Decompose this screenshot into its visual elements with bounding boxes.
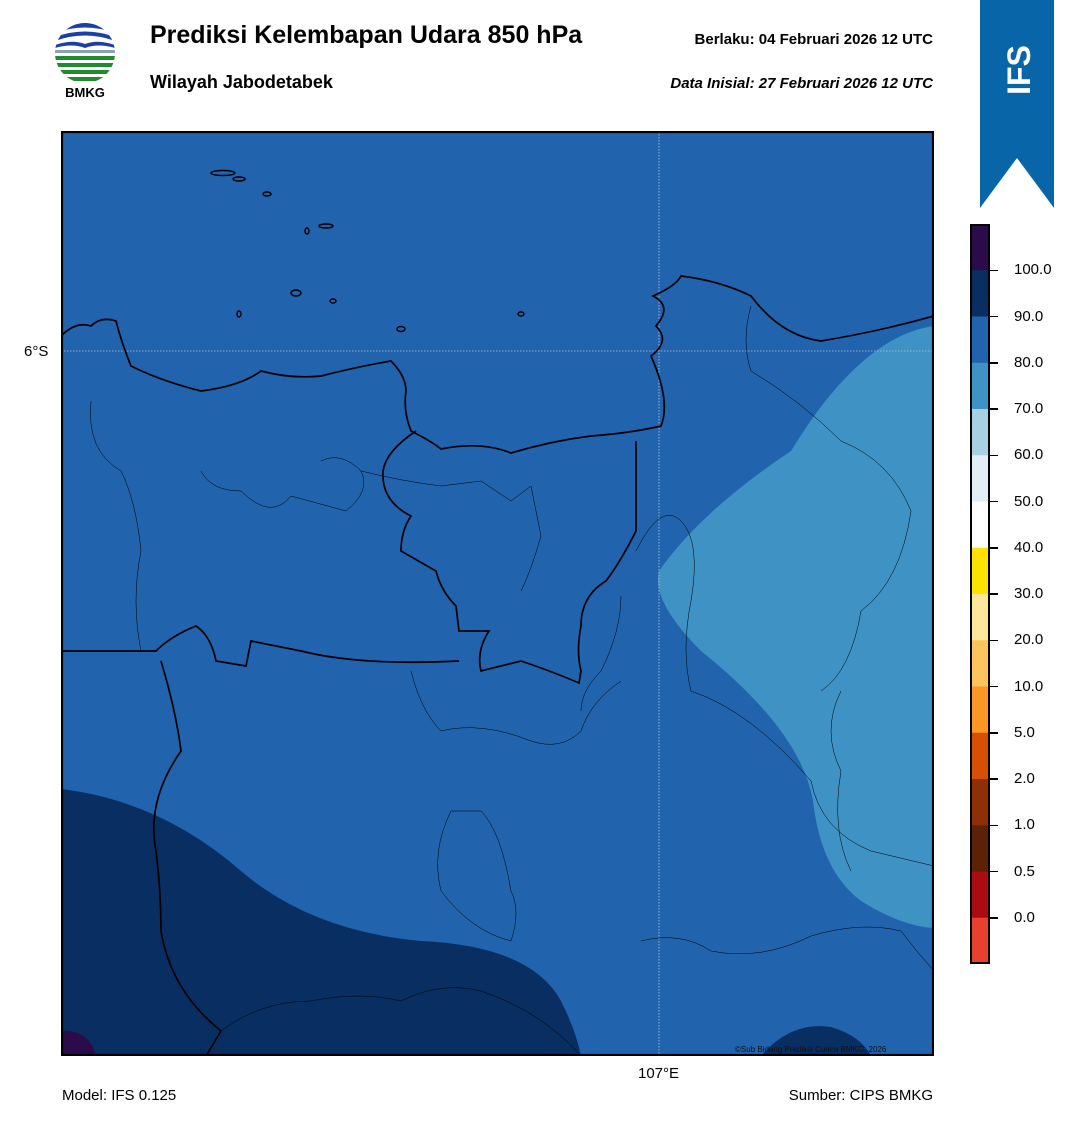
colorbar-tick — [990, 732, 998, 734]
colorbar-block — [970, 594, 990, 641]
colorbar-block — [970, 362, 990, 410]
colorbar-block — [970, 825, 990, 872]
ifs-badge-icon — [980, 0, 1054, 208]
humidity-70-80-area — [657, 326, 934, 928]
colorbar-tick — [990, 547, 998, 549]
colorbar-tick — [990, 917, 998, 919]
colorbar-tick-label: 100.0 — [1014, 261, 1052, 279]
colorbar-block — [970, 409, 990, 456]
colorbar-block — [970, 732, 990, 780]
colorbar — [970, 224, 990, 964]
map-frame — [61, 131, 934, 1056]
colorbar-tick-label: 40.0 — [1014, 538, 1044, 556]
model-label: Model: IFS 0.125 — [62, 1087, 177, 1104]
colorbar-block — [970, 640, 990, 687]
province-boundary — [153, 660, 223, 1056]
colorbar-tick-label: 10.0 — [1014, 677, 1044, 695]
svg-text:IFS: IFS — [1001, 45, 1037, 95]
page-title: Prediksi Kelembapan Udara 850 hPa — [150, 21, 583, 49]
bmkg-logo-icon — [55, 23, 115, 83]
colorbar-block — [970, 270, 990, 317]
colorbar-tick — [990, 408, 998, 410]
colorbar-tick-label: 30.0 — [1014, 585, 1044, 602]
colorbar-block — [970, 917, 990, 964]
colorbar-tick — [990, 870, 998, 873]
ifs-badge-label: IFS — [1001, 45, 1037, 95]
colorbar-block — [970, 547, 990, 595]
init-time: Data Inisial: 27 Februari 2026 12 UTC — [670, 75, 933, 92]
colorbar-tick-label: 60.0 — [1014, 446, 1044, 464]
colorbar-tick — [990, 824, 998, 826]
colorbar-tick — [990, 454, 998, 456]
colorbar-tick-label: 20.0 — [1014, 631, 1044, 649]
colorbar-block — [970, 224, 990, 271]
colorbar-tick — [990, 685, 998, 688]
colorbar-tick-label: 50.0 — [1014, 492, 1044, 510]
colorbar-block — [970, 779, 990, 826]
colorbar-tick-label: 1.0 — [1014, 816, 1035, 834]
source-label: Sumber: CIPS BMKG — [788, 1087, 933, 1104]
humidity-90-100-area-south — [761, 1026, 871, 1056]
colorbar-tick-label: 80.0 — [1014, 353, 1044, 371]
colorbar-tick — [990, 315, 998, 318]
colorbar-block — [970, 686, 990, 734]
colorbar-tick-label: 0.5 — [1014, 862, 1035, 880]
colorbar-tick-label: 90.0 — [1014, 307, 1044, 325]
colorbar-tick — [990, 362, 998, 364]
colorbar-block — [970, 316, 990, 364]
longitude-label: 107°E — [638, 1065, 680, 1082]
humidity-map — [61, 131, 934, 1056]
colorbar-tick — [990, 500, 998, 503]
colorbar-tick — [990, 593, 998, 595]
latitude-label: 6°S — [24, 343, 49, 360]
province-boundary — [61, 625, 460, 667]
regency-boundaries — [90, 305, 934, 1056]
colorbar-tick-label: 2.0 — [1014, 770, 1035, 787]
colorbar-tick-label: 5.0 — [1014, 723, 1035, 741]
coastline — [61, 275, 934, 454]
colorbar-block — [970, 455, 990, 502]
colorbar-block — [970, 501, 990, 549]
colorbar-block — [970, 871, 990, 919]
colorbar-tick — [990, 269, 998, 271]
islands — [210, 169, 525, 333]
colorbar-tick-label: 70.0 — [1014, 400, 1044, 417]
colorbar-tick — [990, 639, 998, 641]
colorbar-frame — [970, 224, 990, 964]
logo-text: BMKG — [65, 85, 105, 100]
valid-time: Berlaku: 04 Februari 2026 12 UTC — [694, 31, 933, 48]
province-boundary — [382, 430, 637, 685]
copyright-text: ©Sub Bidang Prediksi Cuaca BMKG, 2026 — [735, 1045, 887, 1054]
colorbar-tick-label: 0.0 — [1014, 908, 1035, 926]
colorbar-tick — [990, 778, 998, 780]
page-subtitle: Wilayah Jabodetabek — [150, 72, 333, 92]
humidity-100-area — [61, 1030, 96, 1056]
humidity-90-100-area-southwest — [61, 789, 581, 1056]
